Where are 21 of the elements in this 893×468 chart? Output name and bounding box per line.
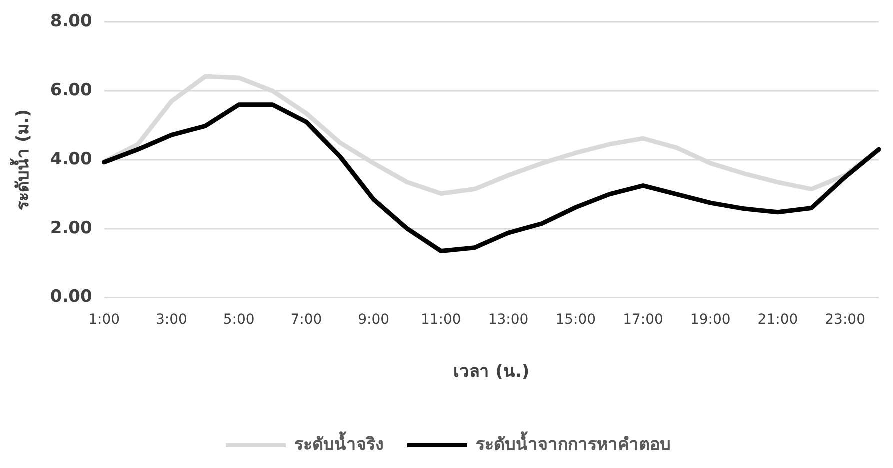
x-tick-label: 1:00 — [88, 312, 120, 328]
y-tick-label: 0.00 — [50, 287, 93, 308]
x-tick-label: 15:00 — [556, 312, 596, 328]
y-tick-label: 4.00 — [50, 149, 93, 170]
x-tick-label: 13:00 — [488, 312, 529, 328]
x-tick-label: 3:00 — [156, 312, 188, 328]
x-tick-label: 19:00 — [690, 312, 731, 328]
x-tick-label: 11:00 — [420, 312, 462, 328]
y-tick-label: 6.00 — [50, 80, 93, 101]
y-axis-title: ระดับน้ำ (ม.) — [10, 110, 34, 210]
legend-label: ระดับน้ำจากการหาคำตอบ — [476, 430, 671, 455]
x-axis-title: เวลา (น.) — [454, 362, 530, 382]
x-tick-label: 7:00 — [290, 312, 322, 328]
x-tick-label: 21:00 — [758, 312, 798, 328]
x-tick-label: 17:00 — [623, 312, 664, 328]
x-tick-label: 23:00 — [825, 312, 866, 328]
y-tick-label: 2.00 — [50, 218, 93, 238]
legend-label: ระดับน้ำจริง — [294, 430, 384, 455]
x-tick-label: 5:00 — [223, 312, 255, 328]
x-tick-label: 9:00 — [358, 312, 390, 328]
y-tick-label: 8.00 — [50, 12, 93, 32]
